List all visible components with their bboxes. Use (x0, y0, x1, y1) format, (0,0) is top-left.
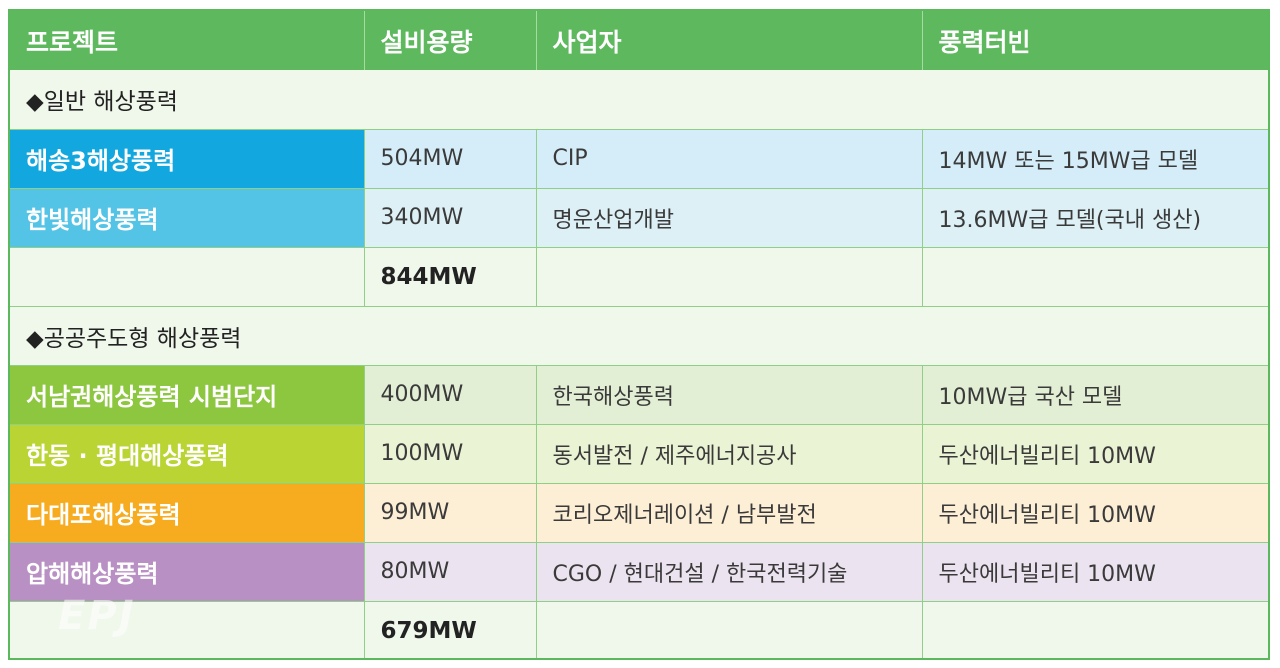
table-row: 압해해상풍력 80MW CGO / 현대건설 / 한국전력기술 두산에너빌리티 … (10, 542, 1268, 602)
operator-cell: CGO / 현대건설 / 한국전력기술 (536, 542, 923, 602)
wind-projects-table-frame: 프로젝트 설비용량 사업자 풍력터빈 ◆일반 해상풍력 해송3해상풍력 504M… (8, 9, 1270, 660)
total-capacity: 679MW (364, 601, 537, 658)
project-name: 서남권해상풍력 시범단지 (10, 365, 365, 425)
wind-projects-table: 프로젝트 설비용량 사업자 풍력터빈 ◆일반 해상풍력 해송3해상풍력 504M… (10, 11, 1268, 658)
turbine-cell: 두산에너빌리티 10MW (922, 424, 1268, 484)
operator-cell: 명운산업개발 (536, 188, 923, 248)
turbine-cell: 두산에너빌리티 10MW (922, 542, 1268, 602)
header-operator: 사업자 (536, 11, 923, 70)
operator-cell: 동서발전 / 제주에너지공사 (536, 424, 923, 484)
capacity-cell: 80MW (364, 542, 537, 602)
capacity-cell: 100MW (364, 424, 537, 484)
total-capacity: 844MW (364, 247, 537, 307)
total-empty-cell (536, 601, 923, 658)
table-row: 해송3해상풍력 504MW CIP 14MW 또는 15MW급 모델 (10, 129, 1268, 189)
total-row-public: 679MW (10, 601, 1268, 658)
turbine-cell: 14MW 또는 15MW급 모델 (922, 129, 1268, 189)
table-row: 서남권해상풍력 시범단지 400MW 한국해상풍력 10MW급 국산 모델 (10, 365, 1268, 425)
total-empty-cell (10, 601, 365, 658)
header-capacity: 설비용량 (364, 11, 537, 70)
section-title: ◆일반 해상풍력 (10, 70, 1268, 130)
operator-cell: CIP (536, 129, 923, 189)
operator-cell: 코리오제너레이션 / 남부발전 (536, 483, 923, 543)
operator-cell: 한국해상풍력 (536, 365, 923, 425)
project-name: 한동 · 평대해상풍력 (10, 424, 365, 484)
project-name: 한빛해상풍력 (10, 188, 365, 248)
table-row: 한빛해상풍력 340MW 명운산업개발 13.6MW급 모델(국내 생산) (10, 188, 1268, 248)
turbine-cell: 10MW급 국산 모델 (922, 365, 1268, 425)
capacity-cell: 99MW (364, 483, 537, 543)
turbine-cell: 13.6MW급 모델(국내 생산) (922, 188, 1268, 248)
total-empty-cell (922, 601, 1268, 658)
header-turbine: 풍력터빈 (922, 11, 1268, 70)
total-empty-cell (922, 247, 1268, 307)
header-project: 프로젝트 (10, 11, 365, 70)
project-name: 다대포해상풍력 (10, 483, 365, 543)
turbine-cell: 두산에너빌리티 10MW (922, 483, 1268, 543)
total-empty-cell (10, 247, 365, 307)
section-title: ◆공공주도형 해상풍력 (10, 306, 1268, 366)
capacity-cell: 340MW (364, 188, 537, 248)
capacity-cell: 504MW (364, 129, 537, 189)
project-name: 압해해상풍력 (10, 542, 365, 602)
table-header-row: 프로젝트 설비용량 사업자 풍력터빈 (10, 11, 1268, 70)
project-name: 해송3해상풍력 (10, 129, 365, 189)
capacity-cell: 400MW (364, 365, 537, 425)
total-empty-cell (536, 247, 923, 307)
section-row-general: ◆일반 해상풍력 (10, 70, 1268, 130)
section-row-public: ◆공공주도형 해상풍력 (10, 306, 1268, 366)
table-row: 한동 · 평대해상풍력 100MW 동서발전 / 제주에너지공사 두산에너빌리티… (10, 424, 1268, 484)
total-row-general: 844MW (10, 247, 1268, 307)
table-row: 다대포해상풍력 99MW 코리오제너레이션 / 남부발전 두산에너빌리티 10M… (10, 483, 1268, 543)
